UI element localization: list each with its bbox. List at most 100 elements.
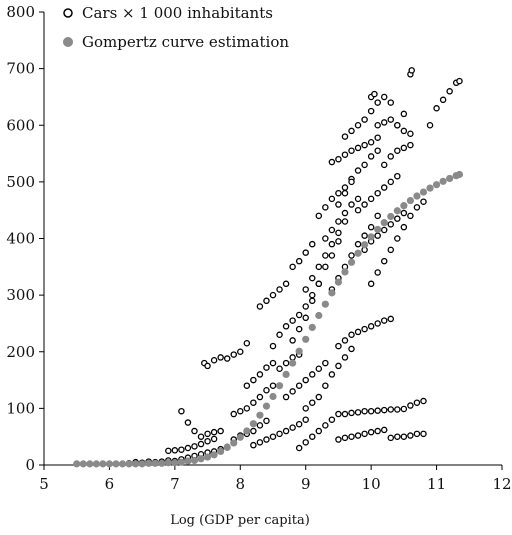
point-cars [335, 229, 342, 237]
point-gompertz [439, 177, 447, 185]
point-gompertz [328, 289, 336, 297]
y-tick-label: 800 [6, 3, 35, 21]
point-cars [387, 99, 395, 106]
point-cars [380, 406, 388, 414]
point-gompertz [145, 459, 153, 467]
point-cars [407, 141, 414, 149]
point-cars [400, 110, 408, 118]
y-tick-label: 200 [6, 343, 35, 361]
point-cars [309, 371, 316, 378]
point-cars [191, 443, 198, 450]
point-cars [354, 409, 362, 416]
point-cars [348, 201, 355, 208]
point-cars [348, 127, 355, 135]
point-cars [217, 354, 224, 361]
point-cars [335, 201, 342, 208]
point-cars [400, 433, 408, 440]
point-cars [243, 340, 251, 347]
point-cars [210, 356, 218, 364]
point-cars [374, 232, 381, 239]
point-cars [263, 364, 270, 371]
point-cars [354, 240, 362, 248]
point-cars [335, 410, 342, 418]
x-tick-label: 9 [301, 475, 311, 493]
point-cars [309, 399, 316, 406]
point-cars [184, 444, 192, 452]
point-cars [348, 252, 355, 259]
point-cars [256, 393, 264, 401]
point-gompertz [387, 212, 395, 221]
point-cars [204, 362, 211, 370]
point-cars [341, 151, 349, 158]
point-cars [354, 206, 362, 214]
point-gompertz [334, 278, 343, 286]
point-gompertz [393, 207, 401, 215]
point-cars [394, 406, 401, 413]
point-gompertz [275, 382, 284, 390]
point-cars [315, 365, 323, 372]
point-gompertz [210, 451, 218, 459]
legend: Cars × 1 000 inhabitants Gompertz curve … [63, 4, 289, 51]
point-cars [263, 417, 270, 425]
y-tick-label: 400 [6, 230, 35, 248]
series-gompertz [73, 170, 464, 468]
point-cars [371, 90, 378, 98]
point-cars [302, 376, 309, 384]
point-cars [197, 440, 205, 448]
point-cars [256, 371, 264, 378]
point-gompertz [341, 268, 349, 276]
point-cars [394, 235, 401, 242]
point-cars [263, 436, 270, 443]
point-gompertz [223, 443, 231, 452]
point-gompertz [230, 439, 238, 447]
point-gompertz [367, 233, 375, 241]
point-cars [380, 119, 388, 126]
point-cars [309, 240, 316, 248]
point-cars [354, 328, 362, 336]
point-cars [289, 354, 296, 361]
point-cars [322, 252, 329, 259]
point-cars [289, 337, 296, 344]
point-gompertz [432, 181, 441, 189]
point-cars [243, 382, 251, 389]
legend-label-gompertz: Gompertz curve estimation [82, 33, 289, 51]
x-tick-label: 8 [236, 475, 246, 493]
point-cars [256, 422, 264, 429]
point-cars [315, 263, 323, 271]
point-cars [439, 96, 447, 104]
point-cars [341, 184, 349, 191]
point-gompertz [118, 460, 127, 468]
point-cars [367, 138, 375, 146]
x-tick-label: 12 [492, 475, 511, 493]
point-cars [328, 195, 336, 203]
point-cars [295, 420, 303, 428]
point-cars [387, 434, 395, 442]
point-cars [191, 427, 198, 435]
point-cars [302, 249, 309, 256]
point-gompertz [380, 219, 388, 227]
point-cars [341, 354, 349, 361]
point-cars [380, 226, 388, 234]
point-cars [250, 441, 257, 449]
point-cars [348, 331, 355, 339]
point-cars [456, 77, 463, 85]
point-cars [400, 127, 408, 135]
point-gompertz [361, 241, 369, 249]
point-cars [295, 257, 303, 265]
point-cars [204, 430, 211, 438]
point-gompertz [86, 460, 94, 468]
x-tick-label: 5 [39, 475, 49, 493]
point-gompertz [151, 459, 159, 467]
point-gompertz [374, 225, 382, 234]
point-cars [341, 434, 349, 442]
point-cars [408, 67, 415, 74]
legend-label-cars: Cars × 1 000 inhabitants [82, 4, 273, 22]
point-cars [380, 161, 388, 169]
point-cars [374, 427, 381, 435]
point-gompertz [249, 420, 257, 428]
point-cars [276, 430, 283, 438]
point-cars [315, 393, 323, 401]
point-cars [361, 430, 368, 438]
point-cars [276, 365, 283, 372]
